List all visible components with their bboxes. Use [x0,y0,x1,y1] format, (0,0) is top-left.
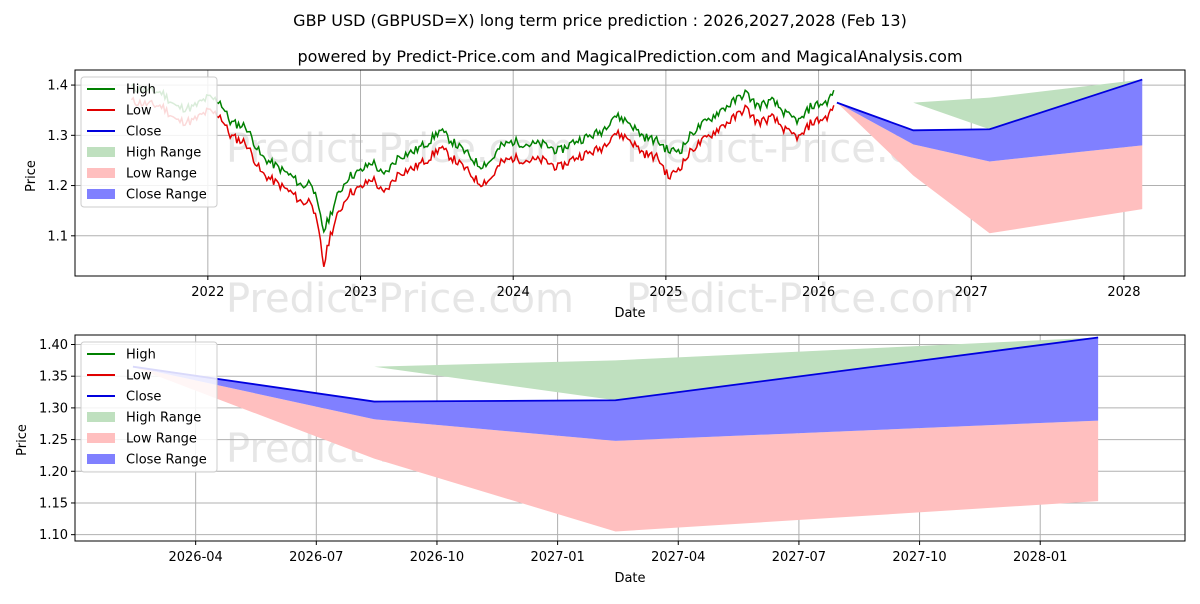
upper-x-tick-label: 2027 [955,285,988,300]
watermark-text: Predict-Price.com [226,276,574,322]
upper-legend-swatch [87,147,115,157]
lower-legend-label: Close Range [126,453,207,468]
upper-x-tick-label: 2022 [191,285,224,300]
lower-x-tick-label: 2027-10 [892,550,946,565]
lower-x-axis-label: Date [614,571,645,586]
watermark-text: Predict-Price.com [626,276,974,322]
lower-y-tick-label: 1.30 [39,401,68,416]
lower-legend-label: High [126,348,156,363]
upper-y-tick-label: 1.1 [47,229,68,244]
lower-legend: High Low Close High Range Low Range Close Ran… [80,341,218,473]
lower-y-axis-label: Price [15,424,30,456]
upper-low-range-area [836,102,1143,234]
lower-legend-swatch [87,412,115,422]
lower-legend-swatch [87,433,115,443]
upper-legend-label: Close Range [126,188,207,203]
upper-watermarks: Predict-Price.com Predict-Price.com Pred… [226,126,974,322]
lower-high-range-area [132,337,1099,401]
lower-legend-label: Close [126,390,161,405]
upper-panel: Predict-Price.com Predict-Price.com Pred… [24,69,1186,322]
upper-x-tick-label: 2024 [497,285,530,300]
lower-close-range-area [132,337,1099,441]
lower-ticks: 2026-04 2026-07 2026-10 2027-01 2027-04 2027-… [39,338,1067,565]
lower-legend-label: Low Range [126,432,197,447]
upper-range-areas [836,79,1143,234]
lower-x-tick-label: 2028-01 [1013,550,1067,565]
lower-legend-label: Low [126,369,152,384]
lower-x-tick-label: 2026-04 [168,550,222,565]
chart-title: GBP USD (GBPUSD=X) long term price predi… [293,11,907,30]
upper-close-line [836,78,1143,132]
lower-legend-swatch [87,454,115,464]
upper-close-range-area [836,79,1143,162]
upper-y-axis-label: Price [24,160,39,192]
chart-subtitle: powered by Predict-Price.com and Magical… [297,47,962,66]
upper-legend-label: High [126,83,156,98]
upper-low-line [130,96,835,267]
lower-x-tick-label: 2027-04 [651,550,705,565]
upper-legend-swatch [87,189,115,199]
watermark-text: Predict-Price.com [226,126,574,172]
lower-y-tick-label: 1.40 [39,338,68,353]
upper-legend: High Low Close High Range Low Range Close Ran… [80,76,218,208]
lower-close-line [132,336,1099,403]
lower-y-tick-label: 1.35 [39,370,68,385]
lower-series-lines [132,336,1099,403]
lower-y-tick-label: 1.25 [39,433,68,448]
lower-legend-label: High Range [126,411,201,426]
upper-high-range-area [836,79,1143,130]
lower-plot-frame [74,334,1186,542]
upper-legend-label: Close [126,125,161,140]
upper-legend-label: Low Range [126,167,197,182]
upper-y-tick-label: 1.4 [47,79,68,94]
upper-plot-frame [74,69,1186,277]
upper-y-tick-label: 1.3 [47,129,68,144]
lower-x-tick-label: 2027-01 [530,550,584,565]
upper-legend-label: High Range [126,146,201,161]
lower-x-tick-label: 2027-07 [772,550,826,565]
lower-y-tick-label: 1.15 [39,496,68,511]
upper-x-axis-label: Date [614,306,645,321]
upper-high-line [130,82,835,234]
lower-x-tick-label: 2026-10 [410,550,464,565]
upper-y-tick-label: 1.2 [47,179,68,194]
upper-series-lines [130,78,1143,267]
lower-x-tick-label: 2026-07 [289,550,343,565]
lower-low-range-area [132,366,1099,532]
lower-y-tick-label: 1.20 [39,465,68,480]
lower-y-tick-label: 1.10 [39,528,68,543]
lower-range-areas [132,337,1099,532]
upper-x-tick-label: 2026 [802,285,835,300]
lower-panel: Predict-Price.com Predict-Price.com 2026… [15,334,1186,586]
upper-legend-swatch [87,168,115,178]
upper-legend-label: Low [126,104,152,119]
upper-x-tick-label: 2028 [1107,285,1140,300]
upper-x-tick-label: 2025 [649,285,682,300]
upper-x-tick-label: 2023 [344,285,377,300]
upper-ticks: 2022 2023 2024 2025 2026 2027 2028 1.1 1.2 1.3 1.4 [47,79,1140,300]
